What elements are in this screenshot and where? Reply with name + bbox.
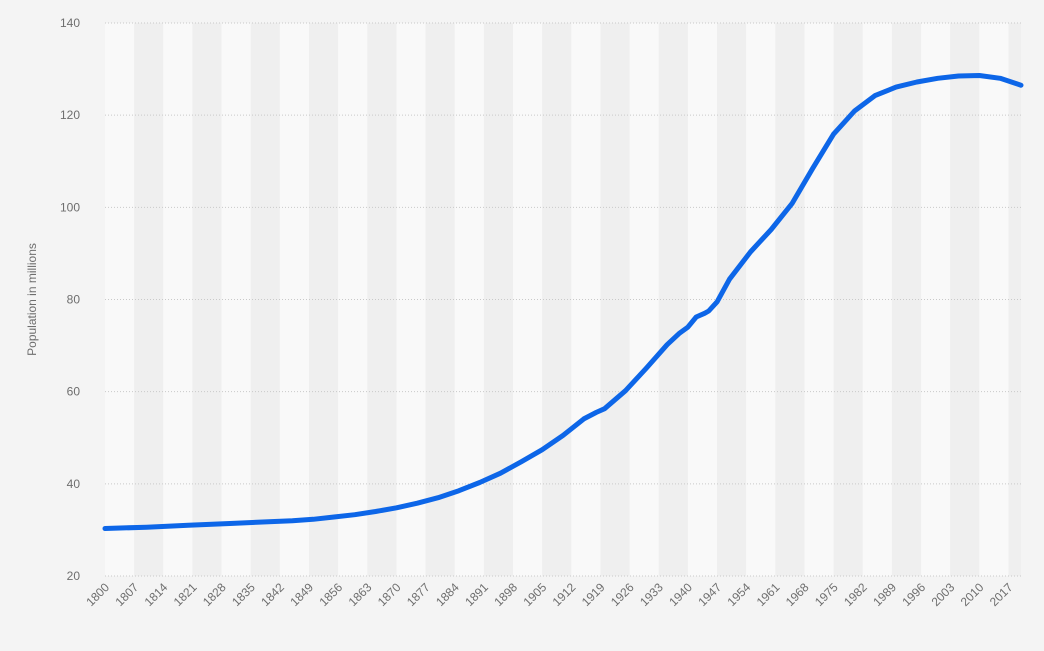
population-series-line bbox=[102, 73, 1024, 531]
background-band bbox=[338, 23, 368, 576]
x-tick-label: 1982 bbox=[841, 580, 870, 609]
x-tick-label: 2003 bbox=[929, 580, 958, 609]
y-tick-label: 140 bbox=[60, 16, 80, 30]
x-tick-label: 1898 bbox=[491, 580, 520, 609]
x-tick-label: 1842 bbox=[258, 580, 287, 609]
x-tick-label: 2010 bbox=[958, 580, 987, 609]
background-band bbox=[221, 23, 251, 576]
y-tick-label: 80 bbox=[67, 293, 81, 307]
x-tick-label: 1821 bbox=[171, 580, 200, 609]
x-tick-label: 1968 bbox=[783, 580, 812, 609]
x-tick-label: 1996 bbox=[899, 580, 928, 609]
x-tick-label: 1870 bbox=[375, 580, 404, 609]
x-tick-label: 1940 bbox=[666, 580, 695, 609]
x-tick-label: 1933 bbox=[637, 580, 666, 609]
y-tick-label: 60 bbox=[67, 385, 81, 399]
x-tick-label: 1975 bbox=[812, 580, 841, 609]
x-tick-label: 1947 bbox=[695, 580, 724, 609]
x-tick-label: 1800 bbox=[83, 580, 112, 609]
x-tick-label: 1849 bbox=[287, 580, 316, 609]
background-band bbox=[746, 23, 776, 576]
x-tick-label: 1926 bbox=[608, 580, 637, 609]
y-axis-label: Population in millions bbox=[25, 243, 39, 356]
x-tick-label: 1891 bbox=[462, 580, 491, 609]
x-tick-label: 1863 bbox=[346, 580, 375, 609]
y-tick-label: 20 bbox=[67, 569, 81, 583]
x-tick-label: 1828 bbox=[200, 580, 229, 609]
x-tick-label: 1835 bbox=[229, 580, 258, 609]
x-tick-label: 1814 bbox=[142, 580, 171, 609]
y-tick-label: 40 bbox=[67, 477, 81, 491]
x-tick-label: 1961 bbox=[754, 580, 783, 609]
x-tick-label: 1877 bbox=[404, 580, 433, 609]
background-band bbox=[134, 23, 164, 576]
x-axis-ticks: 1800 1807 1814 1821 1828 1835 1842 1849 1856 1863… bbox=[83, 580, 1016, 609]
background-band bbox=[950, 23, 980, 576]
x-tick-label: 1954 bbox=[725, 580, 754, 609]
x-tick-label: 1807 bbox=[112, 580, 141, 609]
y-tick-label: 100 bbox=[60, 200, 80, 214]
x-tick-label: 1919 bbox=[579, 580, 608, 609]
series-layer bbox=[102, 73, 1024, 531]
x-tick-label: 1905 bbox=[521, 580, 550, 609]
x-tick-label: 1856 bbox=[317, 580, 346, 609]
x-tick-label: 1989 bbox=[870, 580, 899, 609]
x-tick-label: 1884 bbox=[433, 580, 462, 609]
x-tick-label: 2017 bbox=[987, 580, 1016, 609]
y-axis-ticks: 20 40 60 80 100 120 140 bbox=[60, 16, 80, 583]
background-bands bbox=[105, 23, 1021, 576]
background-band bbox=[542, 23, 572, 576]
y-tick-label: 120 bbox=[60, 108, 80, 122]
x-tick-label: 1912 bbox=[550, 580, 579, 609]
background-band bbox=[629, 23, 659, 576]
background-band bbox=[425, 23, 455, 576]
